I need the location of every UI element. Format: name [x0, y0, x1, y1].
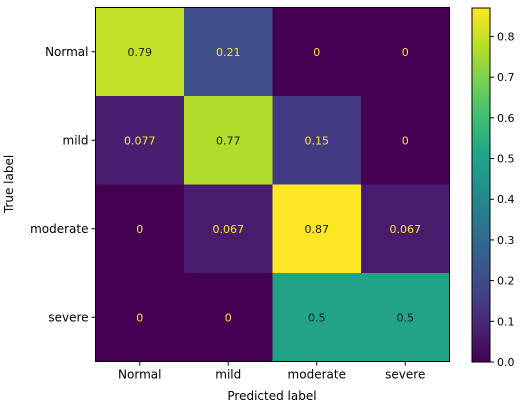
- colorbar-tick-label: 0.6: [497, 112, 515, 125]
- cell-value-label: 0.067: [390, 223, 422, 236]
- cell-value-label: 0: [402, 46, 409, 59]
- heatmap-cell: [184, 7, 273, 97]
- heatmap-cell-labels: 0.79 0.21 0 0 0.077 0.77 0.15 0 0 0.067 0.87 0.067 0…: [124, 46, 421, 325]
- heatmap-cell: [272, 96, 362, 185]
- colorbar: [471, 7, 491, 363]
- x-tick-label: severe: [385, 368, 425, 382]
- x-tick-label: Normal: [118, 368, 161, 382]
- cell-value-label: 0.077: [124, 134, 156, 147]
- y-tick-label: severe: [48, 310, 88, 324]
- colorbar-tick-label: 0.4: [497, 193, 515, 206]
- colorbar-tick-label: 0.1: [497, 315, 515, 328]
- x-tick-label: moderate: [288, 368, 346, 382]
- cell-value-label: 0.5: [397, 311, 415, 324]
- colorbar-tick-label: 0.5: [497, 153, 515, 166]
- cell-value-label: 0.77: [216, 134, 241, 147]
- heatmap-cell: [95, 273, 185, 362]
- cell-value-label: 0.79: [128, 46, 153, 59]
- cell-value-label: 0: [225, 311, 232, 324]
- heatmap-cell: [272, 273, 362, 362]
- cell-value-label: 0: [313, 46, 320, 59]
- heatmap-cell: [95, 7, 185, 97]
- y-axis-ticks: Normal mild moderate severe: [30, 45, 96, 324]
- heatmap-cell: [361, 96, 450, 185]
- heatmap-cells: [95, 7, 450, 362]
- cell-value-label: 0: [136, 311, 143, 324]
- cell-value-label: 0.5: [308, 311, 326, 324]
- heatmap-cell: [95, 184, 185, 274]
- heatmap-cell: [272, 7, 362, 97]
- heatmap-cell: [184, 184, 273, 274]
- cell-value-label: 0.067: [213, 223, 245, 236]
- colorbar-tick-label: 0.0: [497, 356, 515, 369]
- cell-value-label: 0.87: [305, 223, 330, 236]
- x-axis-ticks: Normal mild moderate severe: [118, 361, 425, 382]
- heatmap-cell: [95, 96, 185, 185]
- colorbar-tick-label: 0.8: [497, 30, 515, 43]
- heatmap-cell: [184, 273, 273, 362]
- x-tick-label: mild: [215, 368, 241, 382]
- y-axis-label: True label: [2, 155, 16, 214]
- y-tick-label: Normal: [45, 45, 88, 59]
- colorbar-tick-label: 0.3: [497, 234, 515, 247]
- colorbar-tick-label: 0.7: [497, 71, 515, 84]
- heatmap-cell: [361, 7, 450, 97]
- heatmap-cell: [361, 184, 450, 274]
- heatmap-cell: [184, 96, 273, 185]
- plot-frame: [95, 7, 450, 362]
- y-tick-label: moderate: [30, 222, 88, 236]
- cell-value-label: 0.15: [305, 134, 330, 147]
- x-axis-label: Predicted label: [227, 389, 316, 403]
- colorbar-tick-label: 0.2: [497, 275, 515, 288]
- cell-value-label: 0: [402, 134, 409, 147]
- heatmap-cell: [361, 273, 450, 362]
- cell-value-label: 0.21: [216, 46, 241, 59]
- colorbar-ticks: 0.0 0.1 0.2 0.3 0.4 0.5 0.6 0.7 0.8: [490, 30, 515, 369]
- y-tick-label: mild: [63, 133, 89, 147]
- heatmap-cell: [272, 184, 362, 274]
- cell-value-label: 0: [136, 223, 143, 236]
